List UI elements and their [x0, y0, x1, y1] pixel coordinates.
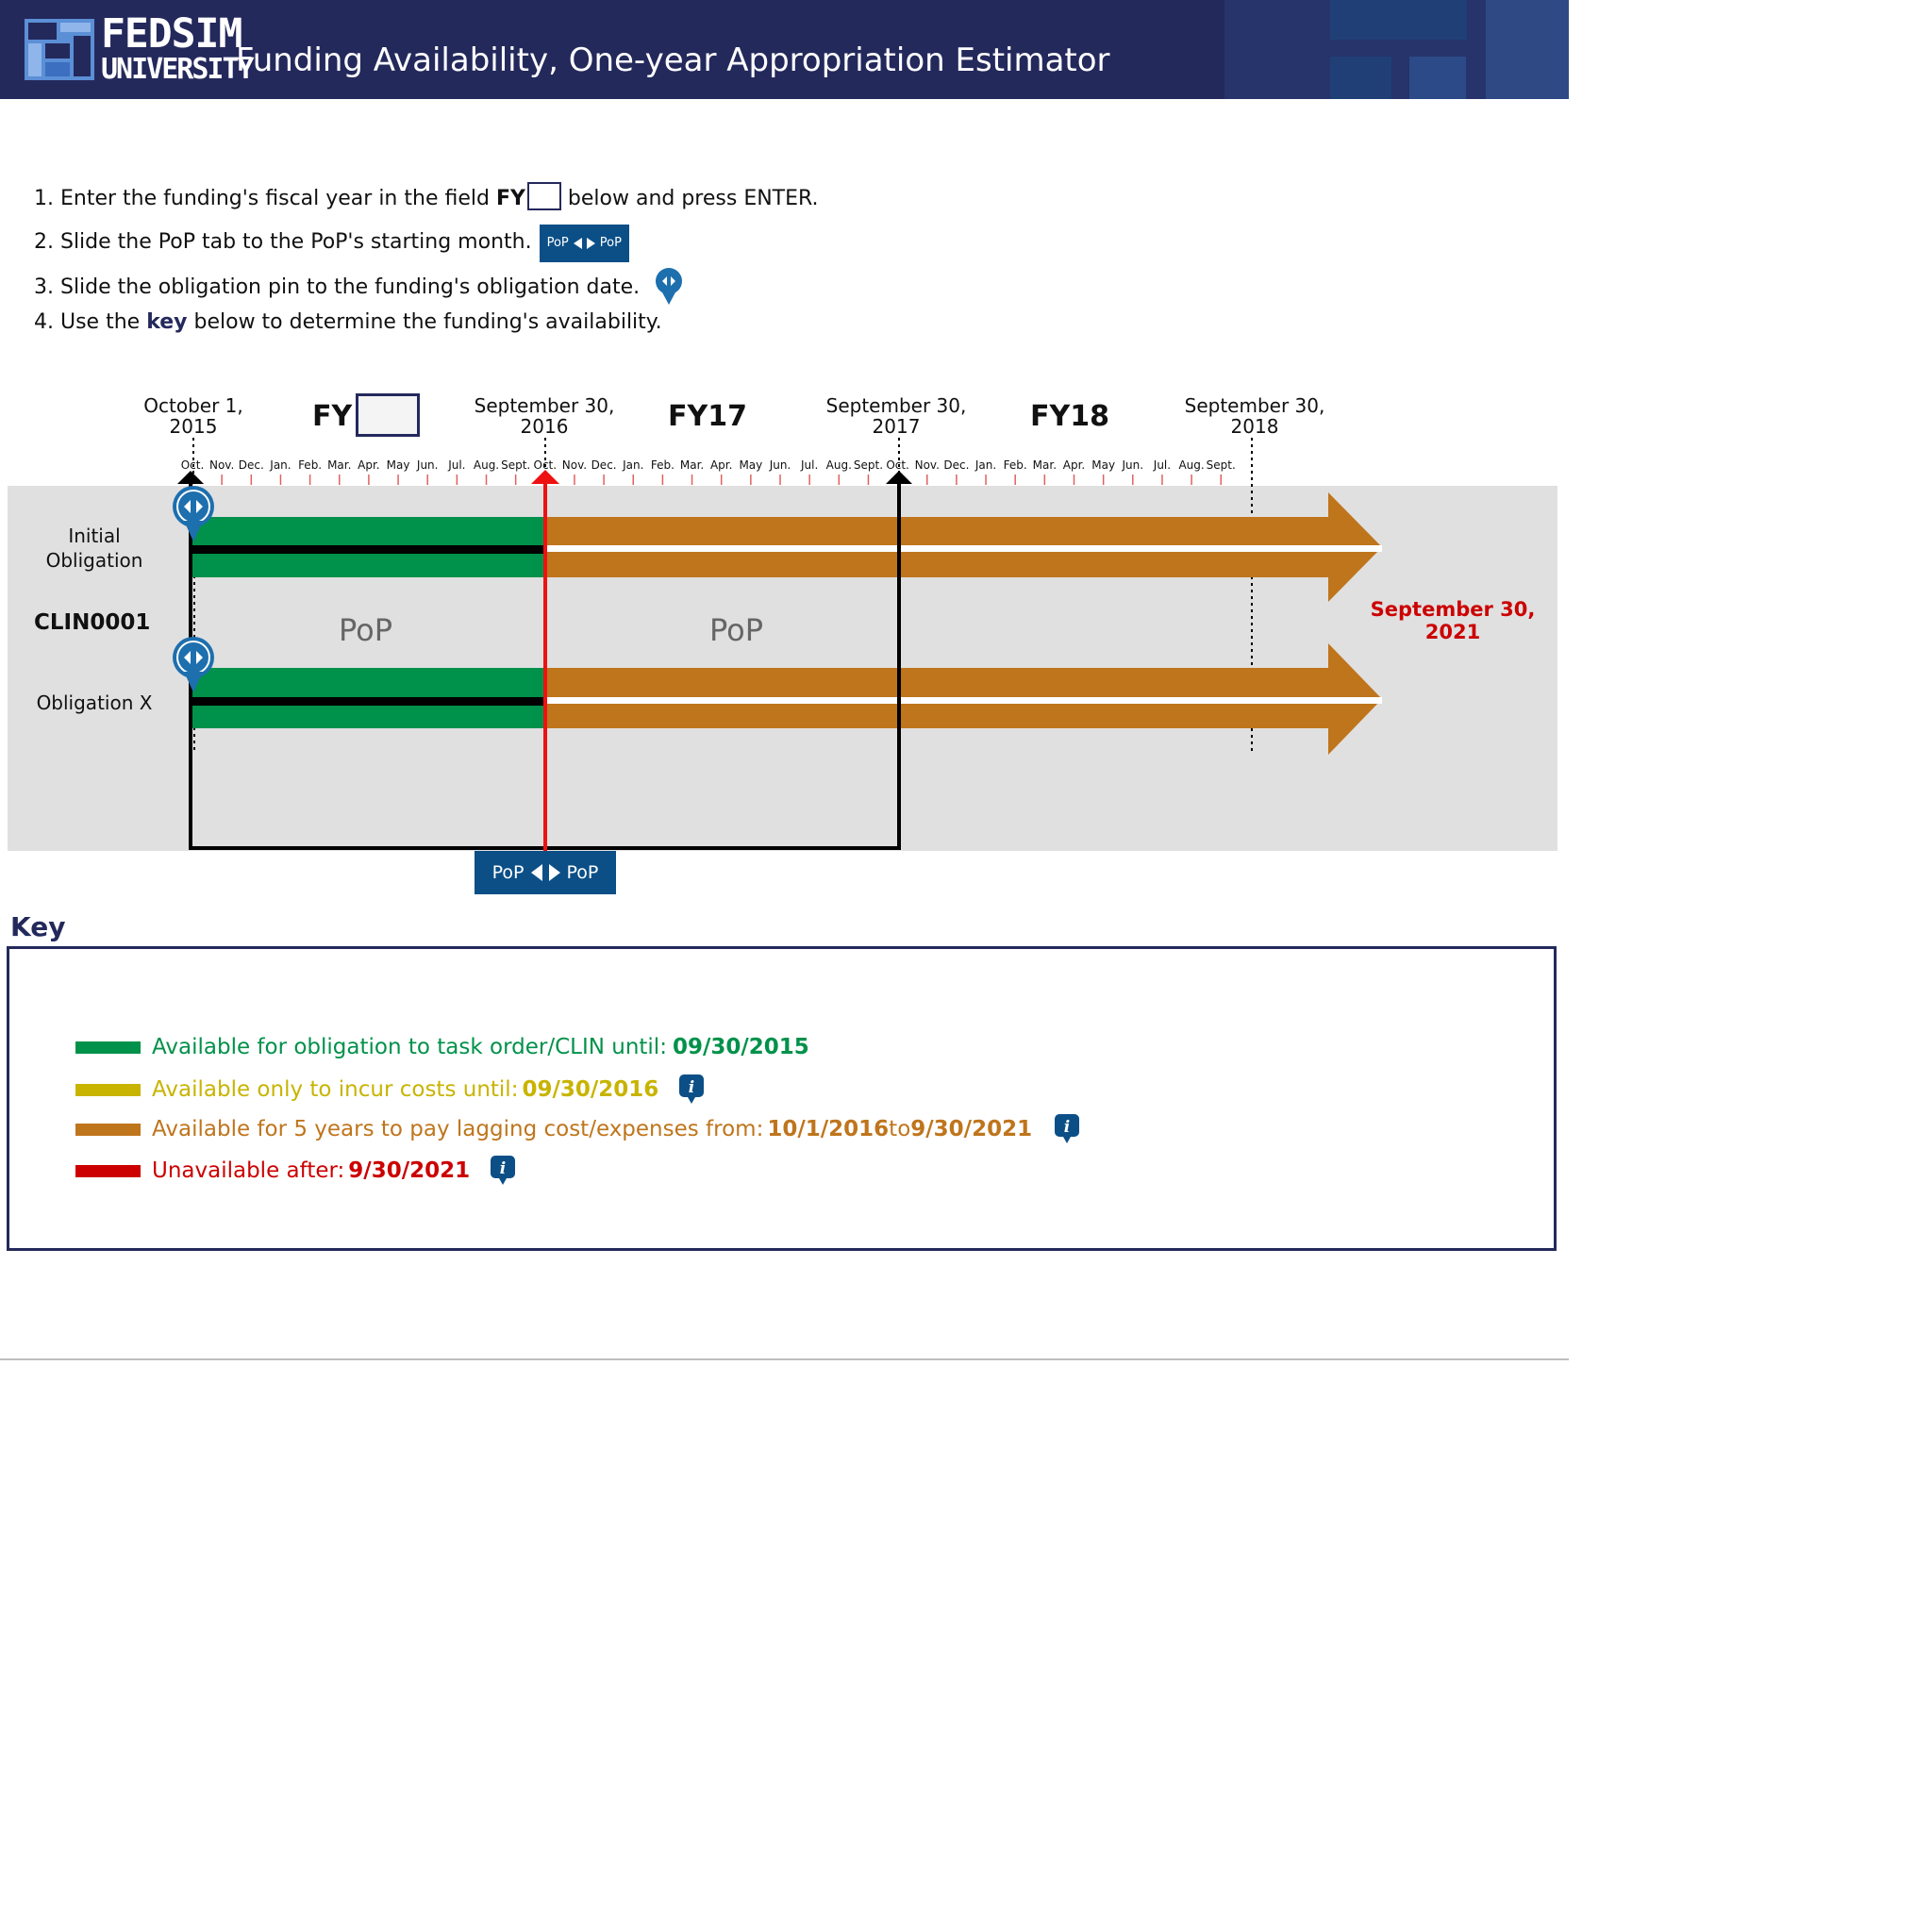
timeline-graphic	[173, 438, 1382, 851]
month-label: Apr.	[709, 458, 733, 472]
page-title: Funding Availability, One-year Appropria…	[236, 42, 1110, 79]
obligx-center-white	[545, 697, 1382, 704]
obligation-pin-icon	[656, 268, 683, 305]
month-label: Sept.	[1206, 458, 1236, 472]
info-icon[interactable]: i	[679, 1074, 705, 1105]
instruction-step-1: 1. Enter the funding's fiscal year in th…	[34, 182, 819, 212]
pop-label-fy17: PoP	[709, 612, 764, 648]
yellow-swatch	[75, 1083, 141, 1096]
month-label: Dec.	[943, 458, 970, 472]
initial-obligation-bar	[192, 492, 1382, 602]
date-label-sep-2018: September 30, 2018	[1184, 394, 1325, 438]
month-label: Mar.	[679, 458, 705, 472]
header-decoration	[1224, 0, 1569, 99]
month-label: Feb.	[1003, 458, 1027, 472]
red-swatch	[75, 1164, 141, 1177]
pop-start-arrow-icon	[177, 471, 204, 484]
month-label: Oct.	[886, 458, 909, 472]
key-item-obligation: Available for obligation to task order/C…	[75, 1035, 809, 1059]
key-title: Key	[10, 911, 66, 942]
arrow-left-icon	[573, 238, 582, 249]
fy18-label: FY18	[1030, 400, 1109, 433]
key-item-incur-costs: Available only to incur costs until: 09/…	[75, 1074, 705, 1105]
footer-divider	[0, 1358, 1569, 1360]
fy-prefix-label: FY	[312, 400, 353, 433]
month-label: Dec.	[591, 458, 617, 472]
key-item-unavailable: Unavailable after: 9/30/2021 i	[75, 1156, 516, 1186]
pop-label-fy16: PoP	[339, 612, 393, 648]
month-label: Jul.	[1153, 458, 1172, 472]
obligx-center-line	[192, 697, 545, 706]
obligation-x-bar	[192, 643, 1382, 755]
month-label: Sept.	[853, 458, 884, 472]
fy-mini-box-icon	[526, 182, 561, 210]
date-label-oct-2015: October 1, 2015	[143, 394, 243, 438]
arrow-right-icon	[586, 238, 595, 249]
obligation-x-pin[interactable]	[173, 637, 214, 692]
date-label-sep-2016: September 30, 2016	[474, 394, 615, 438]
instruction-step-2: 2. Slide the PoP tab to the PoP's starti…	[34, 225, 629, 262]
pop-end-arrow-icon	[886, 471, 912, 484]
obligation-x-label: Obligation X	[36, 691, 153, 714]
month-label: May	[386, 458, 410, 472]
fy17-label: FY17	[668, 400, 747, 433]
end-availability-date: September 30, 2021	[1370, 598, 1536, 643]
info-icon[interactable]: i	[1055, 1114, 1080, 1144]
month-label: Jun.	[1122, 458, 1144, 472]
month-label: Nov.	[561, 458, 588, 472]
instruction-step-4: 4. Use the key below to determine the fu…	[34, 310, 662, 334]
date-label-sep-2017: September 30, 2017	[825, 394, 967, 438]
month-label: Jan.	[623, 458, 644, 472]
month-label: Feb.	[650, 458, 675, 472]
arrow-right-icon	[548, 864, 560, 881]
initial-center-line	[192, 545, 545, 554]
fedsim-logo-icon	[25, 19, 94, 80]
svg-text:i: i	[689, 1078, 694, 1097]
month-label: Mar.	[1032, 458, 1058, 472]
month-label: Jun.	[416, 458, 439, 472]
arrow-left-icon	[530, 864, 542, 881]
clin-label: CLIN0001	[34, 610, 151, 635]
month-ticks	[192, 475, 1222, 485]
app-header: FEDSIM UNIVERSITY Funding Availability, …	[0, 0, 1569, 99]
red-arrow-icon	[531, 470, 559, 484]
instruction-step-3: 3. Slide the obligation pin to the fundi…	[34, 267, 684, 307]
month-label: May	[739, 458, 763, 472]
month-label: Nov.	[914, 458, 940, 472]
pop-slider-tab[interactable]: PoP PoP	[475, 851, 616, 894]
fy-word: FY	[495, 187, 525, 210]
month-label: May	[1091, 458, 1116, 472]
month-label: Nov.	[208, 458, 235, 472]
month-label: Aug.	[473, 458, 500, 472]
initial-obligation-label: Initial Obligation	[45, 525, 143, 572]
month-label: Feb.	[298, 458, 323, 472]
info-icon[interactable]: i	[491, 1156, 516, 1186]
svg-text:i: i	[500, 1159, 506, 1178]
month-label: Dec.	[238, 458, 264, 472]
initial-obligation-pin[interactable]	[173, 486, 214, 541]
key-panel	[7, 946, 1557, 1251]
month-label: Jan.	[270, 458, 291, 472]
month-label: Mar.	[327, 458, 352, 472]
orange-swatch	[75, 1123, 141, 1136]
month-label: Sept.	[501, 458, 531, 472]
month-label: Apr.	[358, 458, 380, 472]
brand-university: UNIVERSITY	[101, 53, 255, 86]
svg-text:i: i	[1064, 1118, 1070, 1137]
key-item-lagging-costs: Available for 5 years to pay lagging cos…	[75, 1114, 1080, 1144]
initial-center-white	[545, 545, 1382, 552]
pop-tab-mini-icon: PoP PoP	[539, 225, 629, 262]
month-label: Jan.	[974, 458, 997, 472]
fiscal-year-input[interactable]	[356, 393, 420, 437]
month-label: Jul.	[448, 458, 466, 472]
month-label: Apr.	[1062, 458, 1086, 472]
green-swatch	[75, 1041, 141, 1054]
brand-fedsim: FEDSIM	[101, 10, 242, 58]
header-pattern-icon	[1224, 0, 1569, 99]
month-label: Aug.	[1178, 458, 1205, 472]
month-label: Jul.	[800, 458, 819, 472]
month-label: Aug.	[825, 458, 852, 472]
month-label: Jun.	[769, 458, 791, 472]
